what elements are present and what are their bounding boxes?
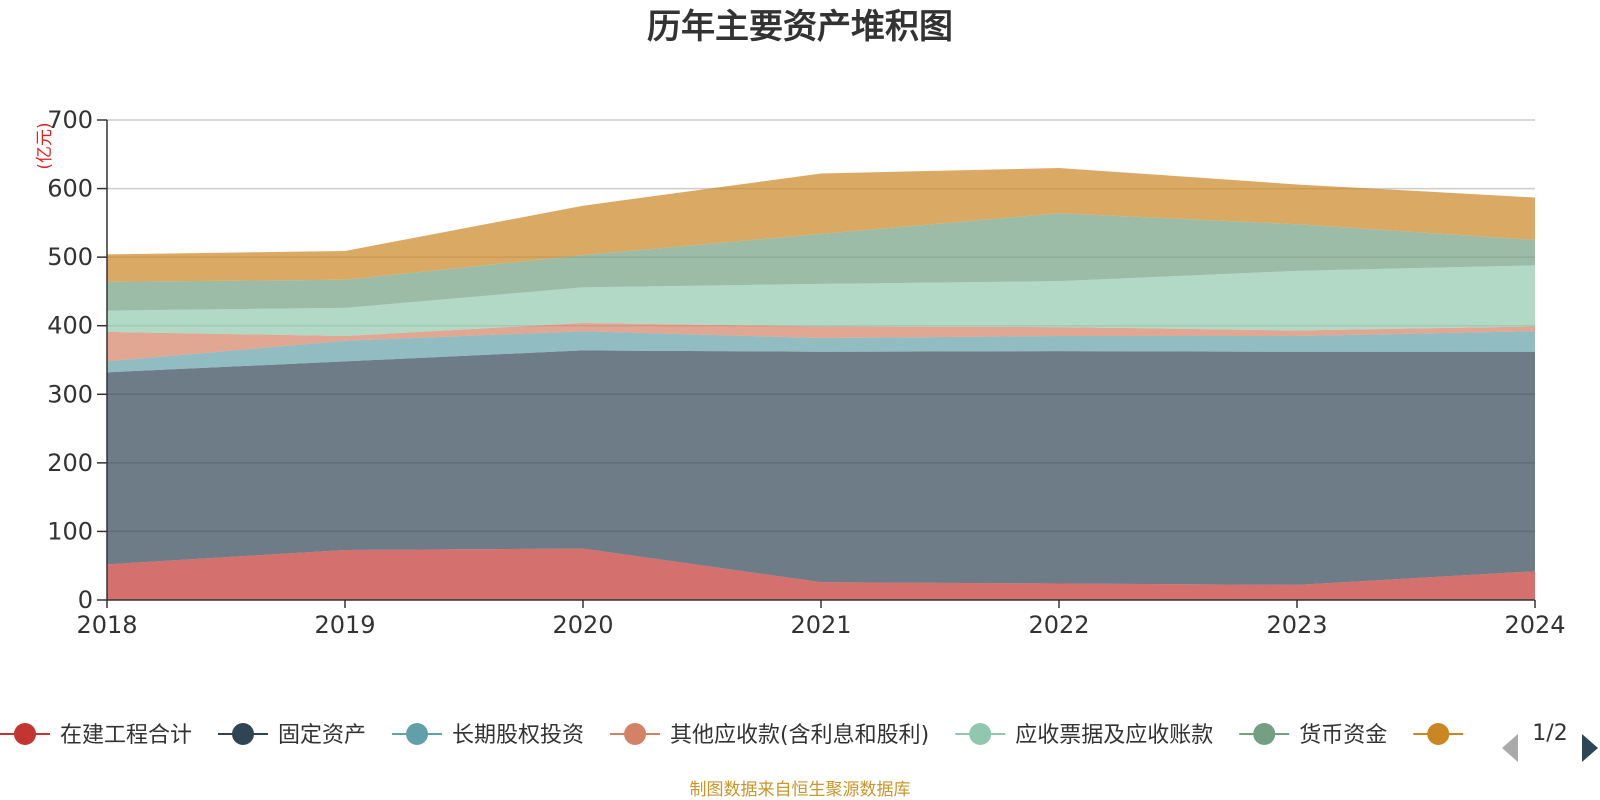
legend-item-2[interactable]: 固定资产 bbox=[218, 723, 366, 748]
data-source-note: 制图数据来自恒生聚源数据库 bbox=[690, 780, 911, 800]
y-tick-label: 100 bbox=[47, 517, 93, 545]
legend-item-1[interactable]: 在建工程合计 bbox=[0, 723, 192, 748]
x-tick-label: 2023 bbox=[1266, 611, 1327, 639]
legend-item-4[interactable]: 其他应收款(含利息和股利) bbox=[610, 723, 929, 748]
legend: 在建工程合计 固定资产 长期股权投资 其他应收款(含利息和股利) 应收票据及应收账款 货币… bbox=[0, 723, 1464, 748]
legend-circle-marker bbox=[232, 723, 255, 745]
legend-label: 在建工程合计 bbox=[60, 723, 192, 748]
legend-label: 货币资金 bbox=[1299, 723, 1387, 748]
x-tick-label: 2018 bbox=[76, 611, 137, 639]
legend-circle-marker bbox=[1427, 723, 1450, 745]
legend-circle-marker bbox=[14, 723, 36, 745]
axes: 0 100 200 300 400 500 600 700 2018 2019 2020 2021 20… bbox=[47, 106, 1565, 639]
area-series-5[interactable] bbox=[107, 265, 1535, 336]
legend-next-page-icon[interactable] bbox=[1582, 734, 1598, 762]
legend-label: 固定资产 bbox=[278, 723, 366, 748]
legend-label: 其他应收款(含利息和股利) bbox=[670, 723, 929, 748]
x-tick-label: 2021 bbox=[790, 611, 851, 639]
legend-circle-marker bbox=[624, 723, 647, 745]
area-series-group bbox=[107, 168, 1535, 600]
area-series-4[interactable] bbox=[107, 322, 1535, 362]
y-tick-label: 0 bbox=[78, 586, 93, 614]
y-tick-label: 700 bbox=[47, 106, 93, 134]
legend-prev-page-icon[interactable] bbox=[1502, 734, 1518, 762]
x-tick-label: 2019 bbox=[314, 611, 375, 639]
legend-item-3[interactable]: 长期股权投资 bbox=[392, 723, 584, 748]
legend-page-indicator: 1/2 bbox=[1532, 721, 1567, 746]
y-tick-label: 300 bbox=[47, 380, 93, 408]
area-series-2[interactable] bbox=[107, 350, 1535, 585]
area-series-7[interactable] bbox=[107, 168, 1535, 282]
y-tick-label: 600 bbox=[47, 175, 93, 203]
chart-title: 历年主要资产堆积图 bbox=[647, 7, 953, 47]
y-tick-label: 200 bbox=[47, 449, 93, 477]
legend-pager: 1/2 bbox=[1502, 721, 1598, 762]
legend-circle-marker bbox=[406, 723, 429, 745]
y-tick-label: 500 bbox=[47, 243, 93, 271]
area-series-3[interactable] bbox=[107, 331, 1535, 373]
x-tick-label: 2024 bbox=[1504, 611, 1565, 639]
y-tick-label: 400 bbox=[47, 312, 93, 340]
legend-item-6[interactable]: 货币资金 bbox=[1239, 723, 1387, 748]
legend-circle-marker bbox=[969, 723, 992, 745]
legend-item-5[interactable]: 应收票据及应收账款 bbox=[955, 723, 1213, 748]
legend-label: 长期股权投资 bbox=[452, 723, 584, 748]
area-series-6[interactable] bbox=[107, 213, 1535, 311]
x-tick-label: 2020 bbox=[552, 611, 613, 639]
legend-item-7[interactable] bbox=[1413, 723, 1464, 745]
legend-circle-marker bbox=[1253, 723, 1276, 745]
x-tick-label: 2022 bbox=[1028, 611, 1089, 639]
y-axis-unit-label: (亿元) bbox=[35, 122, 55, 169]
area-series-1[interactable] bbox=[107, 548, 1535, 600]
legend-label: 应收票据及应收账款 bbox=[1015, 723, 1213, 748]
